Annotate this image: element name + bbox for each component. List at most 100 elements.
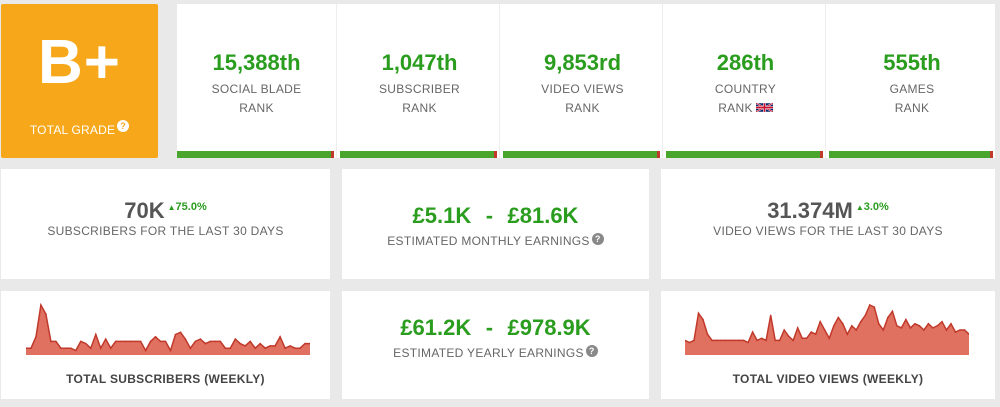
chart-point xyxy=(778,339,781,342)
chart-point xyxy=(842,323,844,325)
yearly-earnings-label: ESTIMATED YEARLY EARNINGS xyxy=(393,346,584,360)
chart-point xyxy=(239,342,241,345)
chart-point xyxy=(194,340,197,343)
chart-point xyxy=(244,345,246,347)
grade-label: TOTAL GRADE xyxy=(29,123,116,137)
help-icon[interactable]: ? xyxy=(117,120,130,132)
chart-point xyxy=(715,339,718,342)
chart-point xyxy=(90,347,92,349)
chart-point xyxy=(164,340,167,343)
rank-games: 555th GAMES RANK xyxy=(829,4,995,158)
chart-point xyxy=(269,345,271,347)
chart-point xyxy=(685,339,686,342)
chart-point xyxy=(26,347,27,349)
chart-point xyxy=(936,325,939,327)
chart-point xyxy=(941,320,943,323)
rank-label: COUNTRY xyxy=(714,82,777,96)
chart-point xyxy=(80,340,82,343)
chart-point xyxy=(224,347,227,349)
chart-point xyxy=(905,318,907,321)
rank-progress-bar xyxy=(503,151,660,158)
total-grade-card: B+ TOTAL GRADE? xyxy=(1,4,158,158)
chart-point xyxy=(204,342,207,345)
rank-subscriber: 1,047th SUBSCRIBER RANK xyxy=(340,4,500,158)
chart-point xyxy=(851,325,853,327)
chart-point xyxy=(765,339,767,342)
chart-point xyxy=(805,337,808,340)
chart-point xyxy=(837,316,840,319)
views-30-days-label: VIDEO VIEWS FOR THE LAST 30 DAYS xyxy=(713,224,943,238)
range-separator: - xyxy=(485,315,494,340)
chart-line xyxy=(685,303,969,344)
chart-point xyxy=(882,329,885,331)
rank-value: 1,047th xyxy=(381,50,458,75)
rank-value: 555th xyxy=(883,50,941,75)
subscribers-30-days-value: 70K xyxy=(124,198,165,223)
views-chart-card: TOTAL VIDEO VIEWS (WEEKLY) xyxy=(661,291,995,399)
chart-point xyxy=(219,340,222,343)
chart-point xyxy=(184,338,187,340)
help-icon[interactable]: ? xyxy=(585,345,598,357)
chart-point xyxy=(60,347,62,349)
chart-point xyxy=(733,339,736,342)
chart-point xyxy=(697,312,700,315)
subscribers-chart-label: TOTAL SUBSCRIBERS (WEEKLY) xyxy=(66,372,265,386)
chart-point xyxy=(40,304,42,306)
chart-area xyxy=(685,305,969,355)
chart-point xyxy=(801,337,803,340)
rank-label: RANK xyxy=(402,101,437,115)
chart-point xyxy=(249,340,251,343)
chart-point xyxy=(75,349,77,352)
rank-video-views: 9,853rd VIDEO VIEWS RANK xyxy=(503,4,663,158)
chart-point xyxy=(810,331,812,333)
chart-point xyxy=(796,327,799,329)
chart-point xyxy=(234,338,237,340)
chart-point xyxy=(124,340,127,343)
chart-point xyxy=(688,341,691,344)
chart-point xyxy=(945,329,948,331)
chart-point xyxy=(724,339,727,342)
chart-point xyxy=(259,342,261,345)
rank-value: 286th xyxy=(716,50,775,75)
chart-point xyxy=(209,340,212,343)
chart-point xyxy=(823,329,826,331)
chart-point xyxy=(294,347,296,349)
subscribers-change: 75.0% xyxy=(175,201,207,213)
chart-point xyxy=(119,340,122,343)
subscribers-30-days-card: 70K ▲75.0% SUBSCRIBERS FOR THE LAST 30 DA… xyxy=(1,169,330,279)
chart-point xyxy=(968,333,969,335)
chart-point xyxy=(179,331,182,334)
chart-point xyxy=(814,333,817,335)
chart-point xyxy=(144,349,147,352)
subscribers-sparkline xyxy=(26,302,310,355)
help-icon[interactable]: ? xyxy=(591,233,604,245)
chart-point xyxy=(169,349,172,352)
chart-point xyxy=(963,329,966,331)
chart-point xyxy=(693,339,695,342)
chart-point xyxy=(70,347,72,349)
chart-point xyxy=(65,347,67,349)
chart-point xyxy=(747,341,749,344)
chart-point xyxy=(289,345,291,347)
chart-line xyxy=(26,302,310,353)
chart-point xyxy=(30,347,32,349)
chart-point xyxy=(254,347,256,349)
chart-point xyxy=(923,329,925,331)
chart-point xyxy=(954,331,957,333)
chart-point xyxy=(720,339,722,342)
chart-point xyxy=(159,340,162,343)
chart-point xyxy=(711,339,713,342)
chart-point xyxy=(760,337,763,340)
monthly-earnings-card: £5.1K - £81.6K ESTIMATED MONTHLY EARNING… xyxy=(342,169,649,279)
yearly-earnings-high: £978.9K xyxy=(507,315,591,340)
rank-label: SOCIAL BLADE xyxy=(211,82,302,96)
rank-country: 286th COUNTRY RANK xyxy=(666,4,826,158)
up-arrow-icon: ▲ xyxy=(855,203,864,212)
chart-point xyxy=(114,340,117,343)
chart-point xyxy=(914,323,916,325)
rank-progress-bar xyxy=(829,151,993,158)
rank-label: RANK xyxy=(565,101,600,115)
monthly-earnings-high: £81.6K xyxy=(507,203,579,228)
chart-point xyxy=(134,340,137,343)
chart-point xyxy=(199,338,202,340)
